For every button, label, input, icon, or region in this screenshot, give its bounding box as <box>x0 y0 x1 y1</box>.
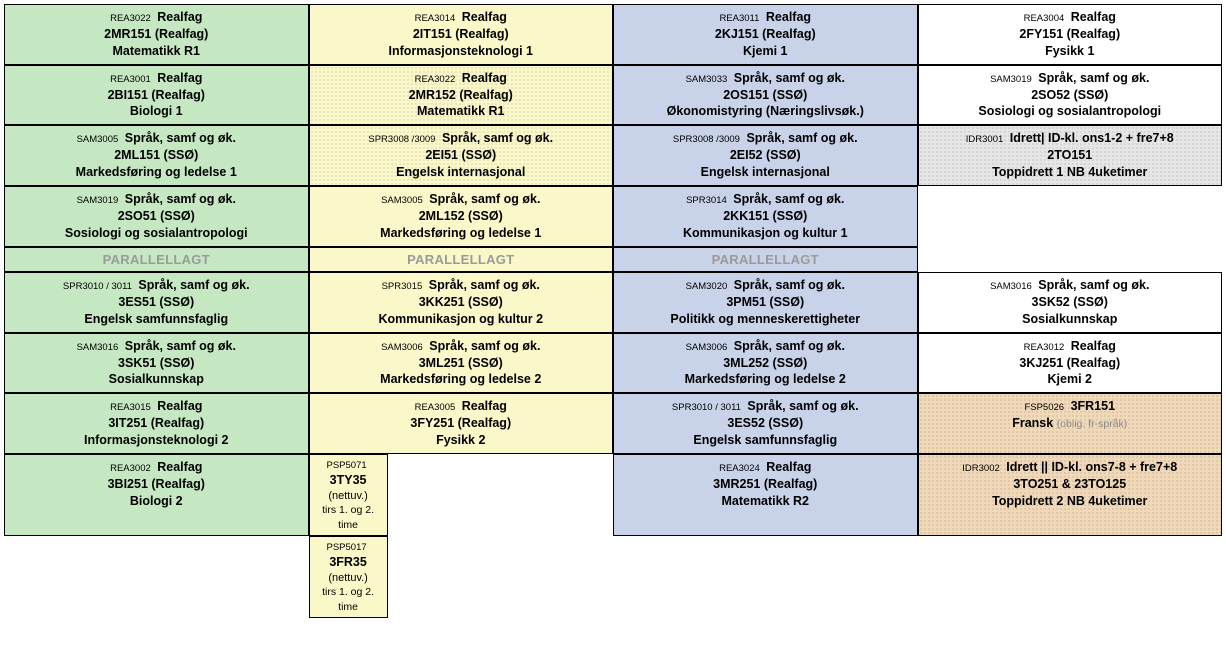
course-cell: SPR3015 Språk, samf og øk.3KK251 (SSØ)Ko… <box>309 272 614 333</box>
course-cell: REA3005 Realfag3FY251 (Realfag)Fysikk 2 <box>309 393 614 454</box>
parallel-label: PARALLELLAGT <box>309 247 614 273</box>
course-cell: SAM3016 Språk, samf og øk.3SK51 (SSØ)Sos… <box>4 333 309 394</box>
split-spacer <box>388 454 613 536</box>
course-cell: SAM3033 Språk, samf og øk.2OS151 (SSØ)Øk… <box>613 65 918 126</box>
course-cell: REA3024 Realfag3MR251 (Realfag)Matematik… <box>613 454 918 536</box>
empty-cell <box>4 536 309 618</box>
split-cell: PSP5071 3TY35(nettuv.)tirs 1. og 2. time <box>309 454 614 536</box>
course-cell: SAM3006 Språk, samf og øk.3ML251 (SSØ)Ma… <box>309 333 614 394</box>
parallel-label: PARALLELLAGT <box>613 247 918 273</box>
course-cell: SAM3005 Språk, samf og øk.2ML151 (SSØ)Ma… <box>4 125 309 186</box>
course-cell: SAM3016 Språk, samf og øk.3SK52 (SSØ)Sos… <box>918 272 1223 333</box>
course-cell: SPR3010 / 3011 Språk, samf og øk.3ES52 (… <box>613 393 918 454</box>
split-cell: PSP5017 3FR35(nettuv.)tirs 1. og 2. time <box>309 536 614 618</box>
course-cell: SAM3005 Språk, samf og øk.2ML152 (SSØ)Ma… <box>309 186 614 247</box>
course-cell: SAM3020 Språk, samf og øk.3PM51 (SSØ)Pol… <box>613 272 918 333</box>
course-grid: REA3022 Realfag2MR151 (Realfag)Matematik… <box>4 4 1222 618</box>
course-cell: REA3014 Realfag2IT151 (Realfag)Informasj… <box>309 4 614 65</box>
course-cell: REA3022 Realfag2MR151 (Realfag)Matematik… <box>4 4 309 65</box>
course-cell: SPR3008 /3009 Språk, samf og øk.2EI52 (S… <box>613 125 918 186</box>
nettuv-cell: PSP5017 3FR35(nettuv.)tirs 1. og 2. time <box>309 536 388 618</box>
course-cell: REA3022 Realfag2MR152 (Realfag)Matematik… <box>309 65 614 126</box>
course-cell: SPR3014 Språk, samf og øk.2KK151 (SSØ)Ko… <box>613 186 918 247</box>
course-cell: IDR3002 Idrett || ID-kl. ons7-8 + fre7+8… <box>918 454 1223 536</box>
nettuv-cell: PSP5071 3TY35(nettuv.)tirs 1. og 2. time <box>309 454 388 536</box>
empty-cell <box>918 247 1223 273</box>
course-cell: REA3015 Realfag3IT251 (Realfag)Informasj… <box>4 393 309 454</box>
course-cell: REA3002 Realfag3BI251 (Realfag)Biologi 2 <box>4 454 309 536</box>
empty-cell <box>918 186 1223 247</box>
course-cell: SPR3010 / 3011 Språk, samf og øk.3ES51 (… <box>4 272 309 333</box>
split-spacer <box>388 536 613 618</box>
empty-cell <box>613 536 918 618</box>
parallel-label: PARALLELLAGT <box>4 247 309 273</box>
course-cell: REA3011 Realfag2KJ151 (Realfag)Kjemi 1 <box>613 4 918 65</box>
course-cell: IDR3001 Idrett| ID-kl. ons1-2 + fre7+82T… <box>918 125 1223 186</box>
course-cell: REA3004 Realfag2FY151 (Realfag)Fysikk 1 <box>918 4 1223 65</box>
course-cell: REA3012 Realfag3KJ251 (Realfag)Kjemi 2 <box>918 333 1223 394</box>
course-cell: FSP5026 3FR151Fransk (oblig. fr-språk) <box>918 393 1223 454</box>
course-cell: REA3001 Realfag2BI151 (Realfag)Biologi 1 <box>4 65 309 126</box>
course-cell: SAM3019 Språk, samf og øk.2SO52 (SSØ)Sos… <box>918 65 1223 126</box>
course-cell: SPR3008 /3009 Språk, samf og øk.2EI51 (S… <box>309 125 614 186</box>
course-cell: SAM3019 Språk, samf og øk.2SO51 (SSØ)Sos… <box>4 186 309 247</box>
empty-cell <box>918 536 1223 618</box>
course-cell: SAM3006 Språk, samf og øk.3ML252 (SSØ)Ma… <box>613 333 918 394</box>
